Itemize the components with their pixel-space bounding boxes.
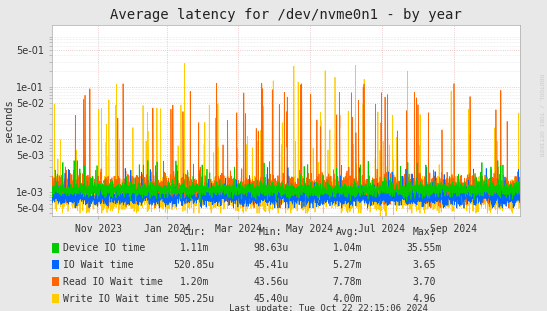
Text: 3.70: 3.70 bbox=[412, 277, 435, 287]
Text: 7.78m: 7.78m bbox=[333, 277, 362, 287]
Text: RRDTOOL / TOBI OETIKER: RRDTOOL / TOBI OETIKER bbox=[538, 74, 543, 156]
Text: 45.40u: 45.40u bbox=[253, 294, 288, 304]
Text: Read IO Wait time: Read IO Wait time bbox=[63, 277, 163, 287]
Text: 98.63u: 98.63u bbox=[253, 244, 288, 253]
Text: 520.85u: 520.85u bbox=[173, 260, 215, 270]
Text: Write IO Wait time: Write IO Wait time bbox=[63, 294, 168, 304]
Text: 1.11m: 1.11m bbox=[179, 244, 209, 253]
Text: IO Wait time: IO Wait time bbox=[63, 260, 133, 270]
Text: 1.20m: 1.20m bbox=[179, 277, 209, 287]
Title: Average latency for /dev/nvme0n1 - by year: Average latency for /dev/nvme0n1 - by ye… bbox=[110, 8, 462, 22]
Text: 35.55m: 35.55m bbox=[406, 244, 441, 253]
Text: Cur:: Cur: bbox=[183, 227, 206, 237]
Text: Last update: Tue Oct 22 22:15:06 2024: Last update: Tue Oct 22 22:15:06 2024 bbox=[229, 304, 428, 311]
Text: 4.00m: 4.00m bbox=[333, 294, 362, 304]
Text: Device IO time: Device IO time bbox=[63, 244, 145, 253]
Text: 45.41u: 45.41u bbox=[253, 260, 288, 270]
Text: 505.25u: 505.25u bbox=[173, 294, 215, 304]
Y-axis label: seconds: seconds bbox=[3, 99, 14, 142]
Text: Min:: Min: bbox=[259, 227, 282, 237]
Text: 1.04m: 1.04m bbox=[333, 244, 362, 253]
Text: Max:: Max: bbox=[412, 227, 435, 237]
Text: 5.27m: 5.27m bbox=[333, 260, 362, 270]
Text: Avg:: Avg: bbox=[336, 227, 359, 237]
Text: 3.65: 3.65 bbox=[412, 260, 435, 270]
Text: 43.56u: 43.56u bbox=[253, 277, 288, 287]
Text: 4.96: 4.96 bbox=[412, 294, 435, 304]
